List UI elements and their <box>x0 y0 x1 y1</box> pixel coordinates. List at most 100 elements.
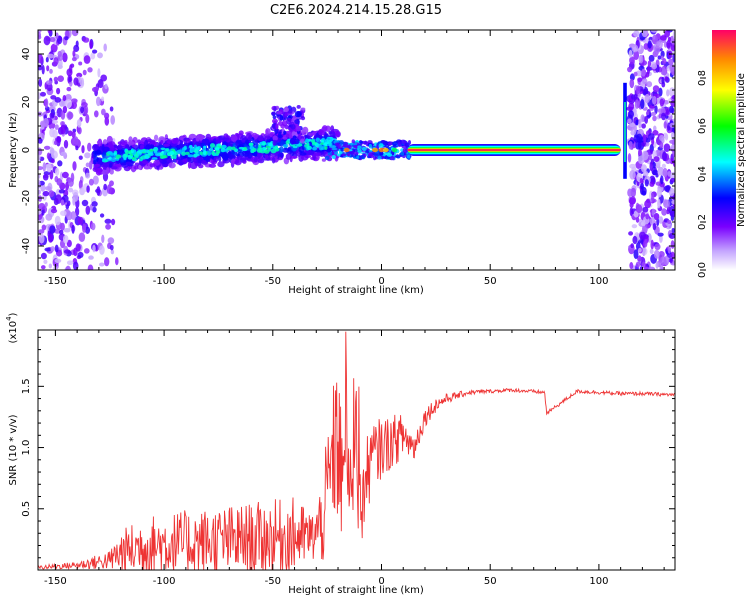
heat-blob <box>66 210 73 221</box>
heat-blob <box>230 135 238 142</box>
heat-blob <box>54 244 59 253</box>
heat-blob <box>38 166 44 171</box>
heat-blob <box>400 151 405 156</box>
heat-blob <box>376 144 380 150</box>
heat-blob <box>327 152 332 156</box>
heat-blob <box>318 130 325 136</box>
heat-blob <box>42 162 47 172</box>
heat-blob <box>194 149 199 154</box>
heat-blob <box>381 155 385 159</box>
heat-blob <box>670 44 675 52</box>
heat-blob <box>653 249 660 259</box>
heat-blob <box>106 167 110 175</box>
heat-blob <box>189 145 193 149</box>
heat-blob <box>650 30 658 33</box>
heat-blob <box>101 108 106 116</box>
heat-blob <box>386 153 393 157</box>
heat-blob <box>347 152 351 157</box>
heat-blob <box>289 138 296 145</box>
heat-blob <box>279 146 284 153</box>
heat-blob <box>103 43 107 52</box>
heat-blob <box>331 147 338 151</box>
heat-blob <box>38 78 43 87</box>
heat-blob <box>53 76 58 82</box>
heat-blob <box>321 158 326 162</box>
heat-blob <box>343 147 350 153</box>
heat-blob <box>55 32 59 39</box>
heat-blob <box>644 93 651 104</box>
tick-label: -100 <box>153 576 176 587</box>
heat-blob <box>189 161 198 170</box>
heat-blob <box>65 99 72 109</box>
heat-blob <box>373 153 379 156</box>
heat-blob <box>163 149 167 155</box>
heat-blob <box>97 168 103 173</box>
heat-blob <box>668 187 675 197</box>
heat-blob <box>48 263 53 269</box>
heat-blob <box>265 129 269 137</box>
colorbar-gradient <box>712 30 736 270</box>
heat-blob <box>635 204 643 214</box>
heat-blob <box>102 161 110 168</box>
heat-blob <box>225 137 230 141</box>
heat-blob <box>664 133 669 141</box>
bottom-y-ticks: 0.5 1.0 1.5 <box>21 336 675 559</box>
heat-blob <box>296 125 301 132</box>
heat-blob <box>669 139 675 144</box>
heat-blob <box>70 98 78 103</box>
heat-blob <box>306 145 312 151</box>
heat-blob <box>647 40 652 49</box>
tick-label: 0 <box>378 576 384 587</box>
spectrogram-image <box>38 30 675 270</box>
heat-blob <box>101 234 105 244</box>
heat-blob <box>60 121 66 127</box>
snr-panel: -150 -100 -50 0 50 100 0.5 1.0 1.5 Height of st… <box>5 312 676 596</box>
heat-blob <box>638 247 642 253</box>
heat-blob <box>173 137 179 144</box>
y-multiplier-exp: 4 <box>5 316 13 321</box>
heat-blob <box>629 122 636 127</box>
heat-blob <box>644 141 650 147</box>
y-multiplier-label: (x10 <box>8 321 19 344</box>
heat-blob <box>85 205 91 215</box>
heat-blob <box>85 113 90 124</box>
heat-blob <box>73 136 79 145</box>
heat-blob <box>53 57 59 65</box>
heat-blob <box>631 224 638 229</box>
heat-blob <box>264 154 269 159</box>
heat-blob <box>642 206 649 213</box>
heat-blob <box>331 154 336 160</box>
heat-blob <box>56 178 63 186</box>
heat-blob <box>115 257 119 266</box>
heat-blob <box>641 68 646 77</box>
heat-blob <box>63 228 71 233</box>
heat-blob <box>78 179 83 190</box>
heat-blob <box>643 239 648 248</box>
heat-blob <box>66 239 72 248</box>
heat-blob <box>92 175 99 185</box>
heat-blob <box>294 119 300 125</box>
heat-blob <box>115 154 122 159</box>
heat-blob <box>357 145 362 149</box>
heat-blob <box>218 156 222 162</box>
heat-blob <box>54 258 62 263</box>
heat-blob <box>148 148 155 152</box>
heat-blob <box>654 44 660 55</box>
heat-blob <box>235 139 242 144</box>
heat-blob <box>71 56 77 62</box>
heat-blob <box>633 30 640 37</box>
top-y-axis-label: Frequency (Hz) <box>8 112 19 188</box>
heat-blob <box>97 68 101 78</box>
heat-blob <box>209 147 214 151</box>
heat-blob <box>641 261 646 269</box>
heat-blob <box>669 258 673 264</box>
heat-blob <box>268 142 273 147</box>
heat-blob <box>38 233 45 244</box>
heat-blob <box>97 79 104 89</box>
heat-blob <box>349 142 354 145</box>
heat-blob <box>83 55 91 64</box>
heat-blob <box>654 213 659 221</box>
heat-blob <box>642 78 648 85</box>
heat-blob <box>70 172 75 183</box>
heat-blob <box>633 71 638 77</box>
